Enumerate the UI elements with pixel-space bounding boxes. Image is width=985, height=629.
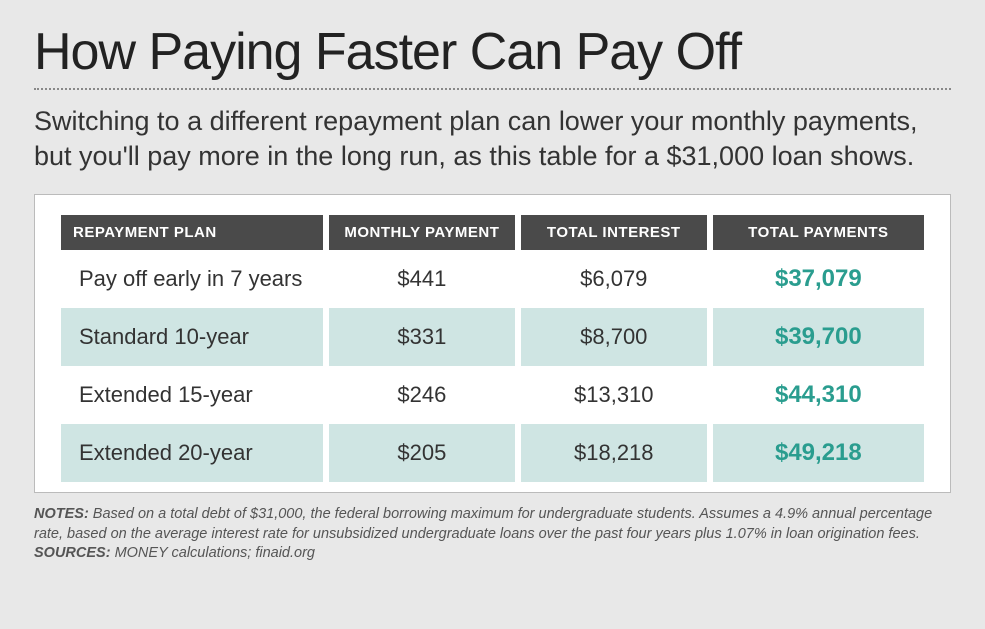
cell-total: $49,218 xyxy=(713,424,924,482)
subtitle: Switching to a different repayment plan … xyxy=(34,104,951,174)
cell-total: $44,310 xyxy=(713,366,924,424)
table-card: REPAYMENT PLAN MONTHLY PAYMENT TOTAL INT… xyxy=(34,194,951,493)
cell-monthly: $205 xyxy=(329,424,515,482)
cell-total: $37,079 xyxy=(713,250,924,308)
notes-body: Based on a total debt of $31,000, the fe… xyxy=(34,506,932,542)
sources-label: SOURCES: xyxy=(34,545,111,561)
infographic-card: How Paying Faster Can Pay Off Switching … xyxy=(0,0,985,584)
table-row: Extended 15-year$246$13,310$44,310 xyxy=(61,366,924,424)
cell-plan: Pay off early in 7 years xyxy=(61,250,323,308)
sources-body: MONEY calculations; finaid.org xyxy=(111,545,315,561)
cell-plan: Extended 15-year xyxy=(61,366,323,424)
table-header-row: REPAYMENT PLAN MONTHLY PAYMENT TOTAL INT… xyxy=(61,215,924,250)
cell-interest: $13,310 xyxy=(521,366,707,424)
table-row: Pay off early in 7 years$441$6,079$37,07… xyxy=(61,250,924,308)
col-header-total: TOTAL PAYMENTS xyxy=(713,215,924,250)
repayment-table: REPAYMENT PLAN MONTHLY PAYMENT TOTAL INT… xyxy=(55,215,930,482)
col-header-plan: REPAYMENT PLAN xyxy=(61,215,323,250)
cell-plan: Standard 10-year xyxy=(61,308,323,366)
col-header-monthly: MONTHLY PAYMENT xyxy=(329,215,515,250)
col-header-interest: TOTAL INTEREST xyxy=(521,215,707,250)
notes-line: NOTES: Based on a total debt of $31,000,… xyxy=(34,505,951,564)
notes-label: NOTES: xyxy=(34,506,89,522)
table-row: Extended 20-year$205$18,218$49,218 xyxy=(61,424,924,482)
cell-monthly: $246 xyxy=(329,366,515,424)
cell-interest: $8,700 xyxy=(521,308,707,366)
divider-dotted xyxy=(34,88,951,90)
cell-monthly: $331 xyxy=(329,308,515,366)
cell-total: $39,700 xyxy=(713,308,924,366)
cell-plan: Extended 20-year xyxy=(61,424,323,482)
cell-interest: $6,079 xyxy=(521,250,707,308)
table-body: Pay off early in 7 years$441$6,079$37,07… xyxy=(61,250,924,482)
table-row: Standard 10-year$331$8,700$39,700 xyxy=(61,308,924,366)
cell-interest: $18,218 xyxy=(521,424,707,482)
cell-monthly: $441 xyxy=(329,250,515,308)
title: How Paying Faster Can Pay Off xyxy=(34,26,951,78)
